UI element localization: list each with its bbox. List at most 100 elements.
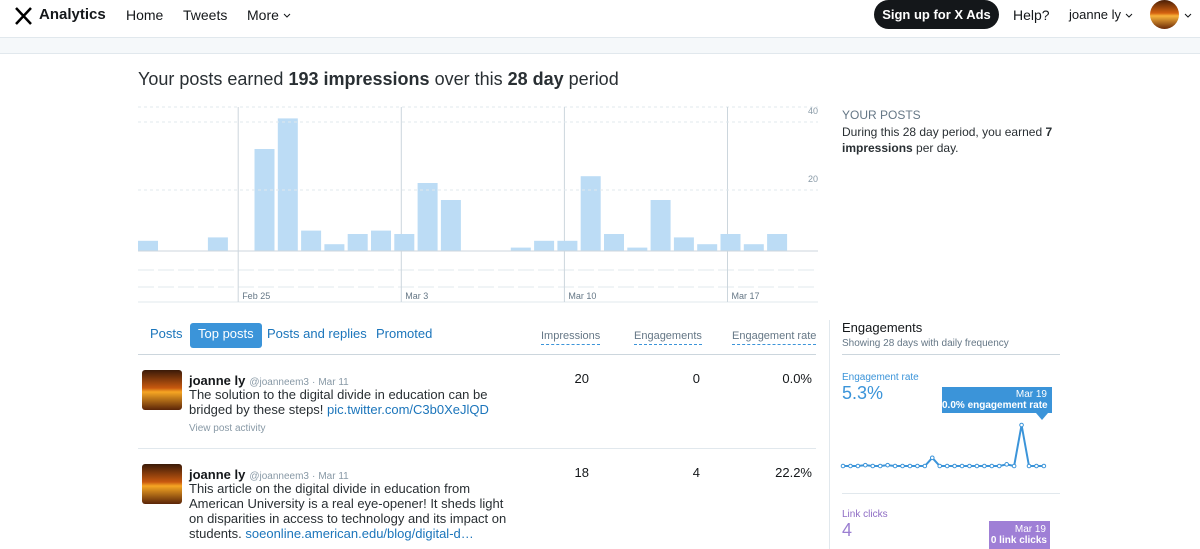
x-logo	[15, 7, 32, 25]
cta-button[interactable]: Sign up for X Ads	[874, 0, 999, 29]
rate-point	[1026, 463, 1032, 469]
rate-line	[843, 424, 1044, 468]
summary-text: Your posts earned	[138, 69, 284, 89]
rate-point	[877, 463, 883, 469]
rate-point	[1034, 463, 1039, 469]
tab[interactable]: Posts	[150, 326, 183, 341]
impressions: 20	[574, 371, 589, 386]
user-menu[interactable]: joanne ly	[1069, 7, 1122, 22]
post-sep: ·	[312, 377, 316, 388]
bar	[510, 247, 531, 251]
rate-point	[892, 463, 898, 469]
divider	[842, 354, 1060, 355]
impressions: 18	[574, 465, 589, 480]
divider	[138, 354, 816, 355]
nav-link[interactable]: More	[247, 7, 279, 23]
bar	[697, 244, 718, 251]
post-handle: @joanneem3	[249, 471, 309, 482]
divider	[842, 493, 1060, 494]
tooltip-text: 0.0% engagement rate	[942, 400, 1048, 411]
rate-point	[1004, 462, 1009, 467]
post-text: The solution to the digital divide in ed…	[189, 387, 488, 417]
rate-point	[885, 462, 890, 468]
help-link[interactable]: Help?	[1013, 7, 1050, 23]
rate-tooltip: Mar 19 0.0% engagement rate	[942, 387, 1052, 413]
post-body: This article on the digital divide in ed…	[189, 481, 509, 541]
engagements: 4	[692, 465, 700, 480]
summary: Your posts earned 193 impressions over t…	[138, 69, 619, 90]
post-date: Mar 11	[318, 377, 349, 388]
side-text: During this 28 day period, you earned 7 …	[842, 124, 1062, 156]
summary-impressions: 193 impressions	[288, 69, 430, 89]
divider	[138, 448, 816, 449]
x-tick-label: Mar 10	[568, 291, 596, 301]
clicks-value: 4	[842, 520, 853, 540]
rate-point	[937, 463, 943, 469]
panel-title: Engagements	[842, 320, 923, 335]
y-tick-label: 20	[808, 174, 818, 184]
post-thumb	[142, 464, 182, 504]
post-sep: ·	[312, 471, 316, 482]
x-tick-label: Feb 25	[242, 291, 270, 301]
column-header[interactable]: Engagements	[634, 330, 702, 345]
rate-point	[989, 463, 995, 469]
nav-link[interactable]: Tweets	[183, 7, 228, 23]
post-header: joanne ly @joanneem3 · Mar 11	[189, 466, 349, 484]
tooltip-date: Mar 19	[1014, 524, 1046, 535]
clicks-tooltip: Mar 19 0 link clicks	[989, 521, 1050, 549]
avatar[interactable]	[1150, 0, 1179, 29]
rate-point	[855, 463, 861, 469]
post-header: joanne ly @joanneem3 · Mar 11	[189, 372, 349, 390]
tooltip-date: Mar 19	[1015, 389, 1047, 400]
post-body: The solution to the digital divide in ed…	[189, 387, 509, 417]
post-link[interactable]: pic.twitter.com/C3b0XeJlQD	[327, 402, 489, 417]
engagement-rate: 22.2%	[775, 465, 812, 480]
post-link[interactable]: soeonline.american.edu/blog/digital-d…	[245, 526, 474, 541]
rate-point	[900, 463, 905, 469]
rate-point	[922, 463, 928, 469]
rate-point	[1041, 463, 1047, 469]
rate-point	[1019, 422, 1024, 428]
bar	[277, 118, 298, 252]
engagements: 0	[692, 371, 700, 386]
side-text-suffix: per day.	[916, 141, 959, 155]
bar	[604, 234, 624, 251]
rate-value: 5.3%	[842, 383, 884, 403]
bar	[394, 234, 415, 251]
bar	[534, 240, 555, 251]
y-tick-label: 40	[808, 106, 818, 116]
post-handle: @joanneem3	[249, 377, 309, 388]
nav-link[interactable]: Home	[126, 7, 164, 23]
tab[interactable]: Promoted	[376, 326, 433, 341]
column-header[interactable]: Impressions	[541, 330, 601, 345]
rate-label: Engagement rate	[842, 372, 919, 383]
chevron	[1184, 13, 1192, 18]
side-highlight: 7 impressions	[842, 125, 1053, 155]
rate-point	[996, 463, 1002, 469]
bar	[301, 230, 322, 251]
engagement-rate: 0.0%	[782, 371, 812, 386]
bar	[371, 230, 391, 251]
column-header[interactable]: Engagement rate	[732, 330, 817, 345]
impressions-chart: Feb 25 Mar 3 Mar 10 Mar 17 20 40	[138, 106, 818, 303]
post-activity[interactable]: View post activity	[189, 423, 266, 434]
bar	[207, 237, 228, 251]
x-tick-label: Mar 17	[732, 291, 760, 301]
summary-text: over this	[434, 69, 503, 89]
bar	[767, 234, 788, 251]
panel-divider	[829, 320, 830, 549]
post-author: joanne ly	[189, 467, 246, 482]
brand[interactable]: Analytics	[39, 6, 106, 23]
rate-point	[959, 463, 965, 469]
tab[interactable]: Posts and replies	[267, 326, 367, 341]
bar	[254, 149, 275, 251]
post-date: Mar 11	[318, 471, 349, 482]
chevron	[283, 13, 291, 18]
bar	[440, 200, 461, 251]
rate-point	[929, 455, 935, 461]
rate-point	[974, 463, 980, 469]
rate-point	[907, 463, 913, 469]
tab[interactable]: Top posts	[190, 323, 262, 348]
rate-sparkline	[840, 422, 1047, 469]
